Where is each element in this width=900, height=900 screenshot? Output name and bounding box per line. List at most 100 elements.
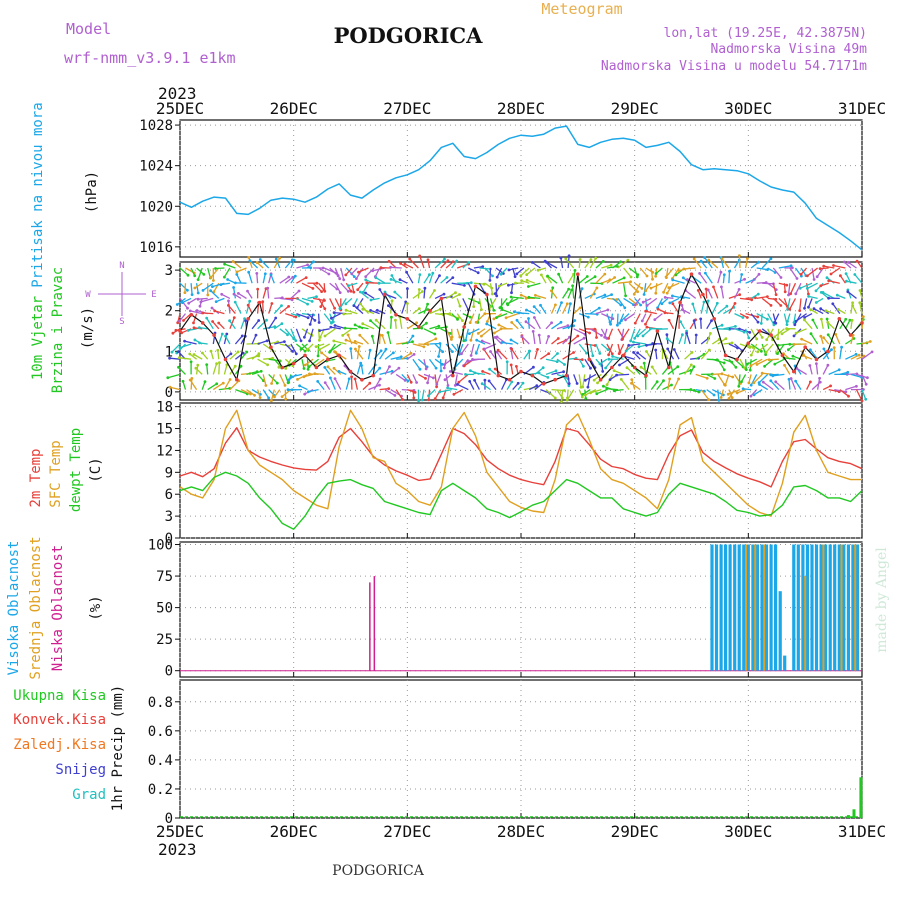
wind-vector [404, 263, 414, 269]
wind-vector [224, 263, 236, 269]
wind-vector [783, 364, 791, 375]
wind-vector [358, 267, 369, 273]
cloud-high-bar [801, 544, 805, 671]
wind-unit: (m/s) [80, 307, 96, 349]
wind-vector [584, 358, 592, 369]
wind-speed-point [701, 292, 705, 297]
wind-vector [195, 283, 199, 294]
wind-vector [584, 373, 597, 381]
wind-vector [270, 374, 275, 384]
wind-vector-head [168, 356, 172, 360]
wind-vector [783, 298, 789, 309]
wind-vector-head [183, 291, 187, 294]
wind-vector-head [794, 331, 798, 335]
wind-speed-point [576, 272, 580, 277]
wind-vector-head [446, 384, 450, 387]
wind-vector [628, 343, 641, 347]
wind-vector-head [437, 355, 440, 358]
wind-vector-head [443, 257, 446, 261]
wind-vector [744, 258, 749, 269]
wind-vector [560, 389, 564, 402]
cloud-high-bar [814, 544, 819, 671]
wind-vector [614, 388, 624, 392]
wind-vector-head [226, 278, 230, 281]
wind-vector-head [615, 373, 618, 377]
wind-vector [739, 297, 752, 301]
wind-vector [190, 378, 193, 390]
wind-vector-head [445, 276, 449, 279]
wind-vector [295, 328, 302, 342]
wind-vector [318, 282, 325, 291]
wind-vector-head [572, 351, 575, 354]
wind-vector-head [845, 279, 848, 283]
wind-vector [685, 332, 691, 345]
wind-vector [807, 298, 813, 308]
wind-vector [370, 297, 380, 301]
wind-vector-head [426, 302, 429, 306]
y-tick-label: 18 [156, 400, 173, 416]
wind-vector-head [644, 289, 648, 293]
wind-vector-head [786, 308, 789, 311]
wind-vector-head [607, 357, 611, 361]
date-tick-label-bottom: 31DEC [838, 822, 886, 841]
wind-vector [859, 302, 863, 314]
wind-vector [683, 267, 696, 270]
wind-vector [169, 386, 181, 391]
wind-vector [789, 298, 797, 310]
wind-vector-head [353, 323, 357, 327]
wind-vector-head [199, 300, 203, 304]
wind-vector-head [233, 364, 237, 368]
wind-speed-point [848, 333, 853, 337]
wind-vector [229, 320, 236, 330]
cloud-high-bar [833, 544, 837, 671]
wind-vector [861, 374, 867, 385]
wind-vector [601, 264, 612, 269]
wind-vector-head [670, 383, 673, 387]
wind-vector [470, 343, 475, 356]
wind-vector-head [463, 284, 466, 287]
wind-vector-head [727, 397, 731, 400]
wind-vector [378, 334, 381, 345]
wind-vector [711, 303, 718, 314]
wind-vector [545, 389, 556, 399]
wind-vector-head [266, 286, 270, 290]
wind-vector-head [851, 301, 854, 305]
wind-vector-head [819, 307, 823, 311]
wind-vector [808, 295, 818, 300]
wind-vector-head [196, 297, 200, 301]
wind-vector [456, 328, 461, 338]
wind-vector [767, 313, 775, 326]
wind-vector [756, 358, 768, 366]
wind-vector [793, 313, 797, 323]
wind-vector [511, 348, 519, 360]
wind-vector-head [720, 323, 724, 327]
wind-vector-head [198, 304, 202, 308]
wind-vector-head [610, 293, 613, 296]
wind-vector [488, 380, 497, 391]
wind-vector [445, 277, 454, 284]
wind-vector-head [764, 350, 768, 354]
wind-vector-head [847, 394, 850, 398]
wind-vector-head [764, 353, 767, 356]
wind-vector-head [604, 366, 607, 370]
wind-vector-head [537, 333, 541, 337]
wind-vector [756, 328, 763, 338]
cloud-high-bar [760, 544, 764, 671]
wind-vector-head [409, 351, 413, 355]
wind-vector [394, 291, 403, 299]
wind-vector-head [178, 319, 181, 323]
wind-vector [706, 333, 712, 345]
wind-vector-head [248, 259, 252, 262]
cloud-series [180, 544, 862, 672]
wind-vector-head [420, 398, 424, 402]
wind-vector-head [441, 396, 445, 400]
wind-vector-head [294, 315, 298, 319]
wind-speed-point [678, 300, 682, 305]
wind-vector-head [319, 305, 323, 308]
wind-vector-head [393, 290, 397, 294]
wind-vector [606, 388, 619, 391]
wind-vector [739, 343, 751, 349]
wind-vector-head [284, 397, 288, 401]
wind-speed-point [303, 353, 307, 358]
wind-vector [478, 282, 486, 294]
